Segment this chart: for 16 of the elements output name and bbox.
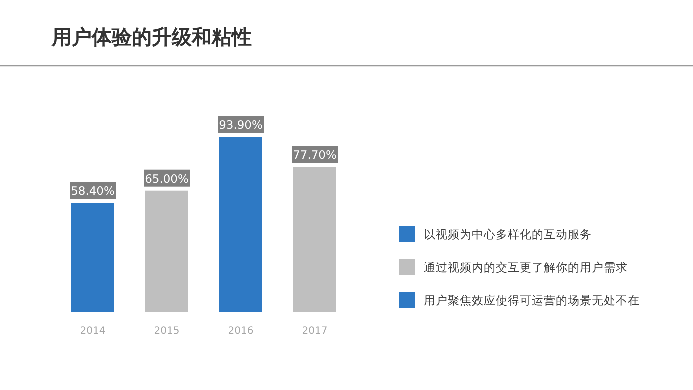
x-tick-label: 2014 <box>80 326 106 337</box>
legend-label: 用户聚焦效应使得可运营的场景无处不在 <box>424 294 640 308</box>
legend-label: 以视频为中心多样化的互动服务 <box>424 228 592 242</box>
data-label: 93.90% <box>219 118 263 132</box>
chart-title: 用户体验的升级和粘性 <box>51 25 252 49</box>
data-label: 77.70% <box>293 148 337 162</box>
bar <box>294 167 336 312</box>
bar <box>220 137 262 312</box>
data-label: 58.40% <box>71 184 115 198</box>
bar <box>146 190 188 312</box>
legend-label: 通过视频内的交互更了解你的用户需求 <box>424 260 628 274</box>
bar <box>72 203 114 312</box>
x-tick-label: 2016 <box>228 326 254 337</box>
x-tick-label: 2017 <box>302 326 328 337</box>
x-tick-label: 2015 <box>154 326 180 337</box>
data-label: 65.00% <box>145 172 189 186</box>
